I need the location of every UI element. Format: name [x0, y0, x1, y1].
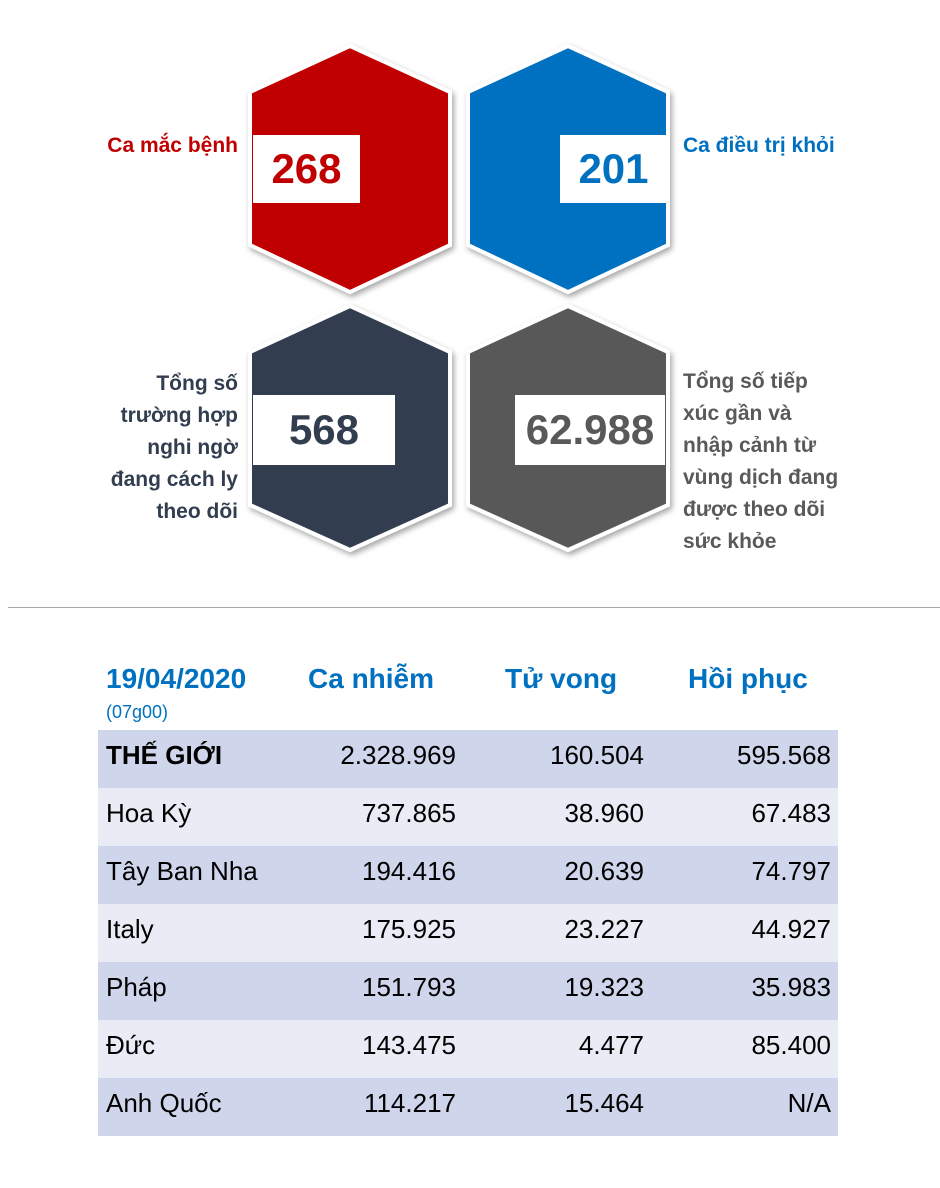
table-row: Đức 143.475 4.477 85.400 — [98, 1020, 838, 1078]
monitored-label-line: nhập cảnh từ — [683, 434, 817, 457]
recovered-label: Ca điều trị khỏi — [683, 134, 835, 157]
row-infected: 114.217 — [363, 1088, 456, 1118]
header-deaths: Tử vong — [505, 663, 618, 694]
table-row: THẾ GIỚI 2.328.969 160.504 595.568 — [98, 730, 838, 788]
monitored-label-line: xúc gần và — [683, 402, 792, 425]
row-recovered: 35.983 — [751, 972, 831, 1002]
suspected-label-line: nghi ngờ — [147, 436, 238, 459]
row-name: THẾ GIỚI — [106, 740, 223, 770]
row-deaths: 15.464 — [564, 1088, 644, 1118]
row-deaths: 38.960 — [564, 798, 644, 828]
header-infected: Ca nhiễm — [308, 663, 435, 694]
monitored-label-line: được theo dõi — [683, 498, 826, 521]
table-row: Italy 175.925 23.227 44.927 — [98, 904, 838, 962]
row-infected: 151.793 — [362, 972, 456, 1002]
row-infected: 2.328.969 — [340, 740, 456, 770]
cases-label: Ca mắc bệnh — [107, 134, 238, 157]
table-time: (07g00) — [106, 702, 169, 722]
row-recovered: 74.797 — [751, 856, 831, 886]
row-name: Anh Quốc — [106, 1088, 222, 1118]
row-infected: 194.416 — [362, 856, 456, 886]
table-row: Hoa Kỳ 737.865 38.960 67.483 — [98, 788, 838, 846]
monitored-label-line: vùng dịch đang — [683, 466, 839, 489]
cases-value: 268 — [253, 135, 360, 203]
table-header: 19/04/2020 (07g00) Ca nhiễm Tử vong Hồi … — [98, 658, 838, 730]
row-recovered: 85.400 — [751, 1030, 831, 1060]
monitored-label: Tổng số tiếp xúc gần và nhập cảnh từ vùn… — [683, 366, 923, 558]
row-recovered: 44.927 — [751, 914, 831, 944]
recovered-value: 201 — [560, 135, 667, 203]
section-divider — [8, 607, 940, 608]
monitored-value: 62.988 — [515, 395, 665, 465]
table-row: Anh Quốc 114.217 15.464 N/A — [98, 1078, 838, 1136]
world-stats-table: 19/04/2020 (07g00) Ca nhiễm Tử vong Hồi … — [98, 658, 838, 1136]
row-deaths: 20.639 — [564, 856, 644, 886]
table-date: 19/04/2020 — [106, 663, 247, 694]
row-deaths: 160.504 — [550, 740, 644, 770]
row-recovered: 595.568 — [737, 740, 831, 770]
suspected-label-line: theo dõi — [156, 500, 238, 523]
table-row: Tây Ban Nha 194.416 20.639 74.797 — [98, 846, 838, 904]
row-infected: 737.865 — [362, 798, 456, 828]
row-deaths: 23.227 — [564, 914, 644, 944]
monitored-label-line: sức khỏe — [683, 530, 777, 553]
suspected-label-line: trường hợp — [120, 404, 238, 427]
row-name: Italy — [106, 914, 154, 944]
row-name: Hoa Kỳ — [106, 798, 192, 828]
row-recovered: N/A — [787, 1088, 831, 1118]
header-recovered: Hồi phục — [688, 663, 808, 694]
suspected-label-line: đang cách ly — [110, 468, 238, 491]
row-deaths: 4.477 — [578, 1030, 644, 1060]
suspected-label-line: Tổng số — [156, 372, 238, 395]
row-infected: 143.475 — [362, 1030, 456, 1060]
row-deaths: 19.323 — [564, 972, 644, 1002]
suspected-value: 568 — [253, 395, 395, 465]
monitored-label-line: Tổng số tiếp — [683, 370, 808, 393]
row-infected: 175.925 — [362, 914, 456, 944]
row-name: Tây Ban Nha — [106, 856, 258, 886]
row-recovered: 67.483 — [751, 798, 831, 828]
suspected-label: Tổng số trường hợp nghi ngờ đang cách ly… — [20, 368, 238, 528]
row-name: Đức — [106, 1030, 156, 1060]
table-row: Pháp 151.793 19.323 35.983 — [98, 962, 838, 1020]
row-name: Pháp — [106, 972, 167, 1002]
